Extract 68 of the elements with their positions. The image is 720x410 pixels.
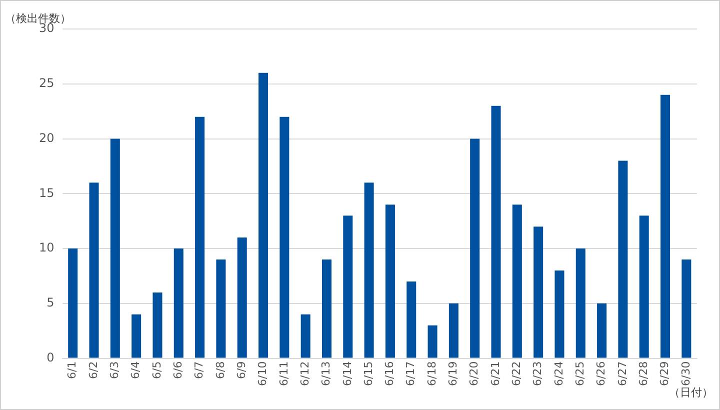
bar xyxy=(258,72,268,358)
x-tick-label: 6/9 xyxy=(234,361,248,379)
x-tick-label: 6/18 xyxy=(425,361,438,386)
x-tick-label: 6/28 xyxy=(636,361,650,386)
x-tick-label: 6/1 xyxy=(66,361,79,379)
x-tick-label: 6/13 xyxy=(320,361,333,386)
bar xyxy=(195,116,205,358)
x-tick-label: 6/23 xyxy=(531,361,544,386)
x-tick-label: 6/26 xyxy=(594,361,608,386)
x-tick-label: 6/12 xyxy=(298,361,312,386)
x-tick-label: 6/17 xyxy=(404,361,418,386)
bar xyxy=(152,292,162,358)
x-tick-label: 6/2 xyxy=(86,361,100,379)
bar xyxy=(89,182,99,358)
bar xyxy=(406,281,416,358)
y-tick-label: 25 xyxy=(38,76,54,90)
bar xyxy=(110,138,120,358)
y-tick-label: 5 xyxy=(46,296,54,310)
bar xyxy=(512,204,522,358)
x-tick-label: 6/5 xyxy=(150,361,164,379)
x-tick-label: 6/14 xyxy=(340,361,354,386)
x-tick-label: 6/15 xyxy=(362,361,375,386)
bar xyxy=(364,182,374,358)
bar xyxy=(300,314,310,358)
bar xyxy=(448,303,458,358)
x-tick-label: 6/4 xyxy=(129,361,142,379)
x-tick-label: 6/27 xyxy=(616,361,629,386)
y-tick-label: 20 xyxy=(38,130,54,145)
bar xyxy=(322,260,332,358)
x-tick-label: 6/3 xyxy=(108,361,122,379)
bar xyxy=(216,260,226,358)
bar xyxy=(470,138,480,358)
bar xyxy=(68,248,78,358)
y-tick-label: 0 xyxy=(46,350,54,364)
bar xyxy=(534,226,544,358)
x-tick-label: 6/21 xyxy=(488,361,502,386)
bar xyxy=(554,270,564,358)
x-tick-label: 6/16 xyxy=(383,361,396,386)
y-tick-label: 15 xyxy=(38,186,54,200)
x-tick-label: 6/29 xyxy=(658,361,672,386)
bar xyxy=(682,260,692,358)
bar xyxy=(428,325,438,358)
x-axis-title: （日付） xyxy=(669,386,713,400)
bar xyxy=(618,160,628,358)
x-tick-label: 6/22 xyxy=(510,361,524,386)
bar xyxy=(639,216,649,358)
bar xyxy=(237,238,247,358)
bar xyxy=(132,314,142,358)
x-tick-label: 6/25 xyxy=(573,361,586,386)
x-tick-label: 6/20 xyxy=(468,361,481,386)
x-tick-label: 6/30 xyxy=(679,361,692,386)
y-tick-label: 10 xyxy=(38,240,54,255)
y-axis-title: （検出件数） xyxy=(5,11,71,25)
bar xyxy=(174,248,184,358)
x-tick-label: 6/7 xyxy=(192,361,206,379)
bar xyxy=(385,204,395,358)
x-tick-label: 6/19 xyxy=(446,361,460,386)
bar xyxy=(343,216,353,358)
x-tick-label: 6/6 xyxy=(171,361,184,379)
x-tick-label: 6/10 xyxy=(256,361,270,386)
x-tick-label: 6/24 xyxy=(552,361,566,386)
x-tick-label: 6/11 xyxy=(277,361,290,386)
x-tick-label: 6/8 xyxy=(214,361,227,379)
bar xyxy=(660,94,670,358)
bar xyxy=(280,116,290,358)
bar xyxy=(491,106,501,358)
bar xyxy=(597,303,607,358)
bar xyxy=(576,248,586,358)
